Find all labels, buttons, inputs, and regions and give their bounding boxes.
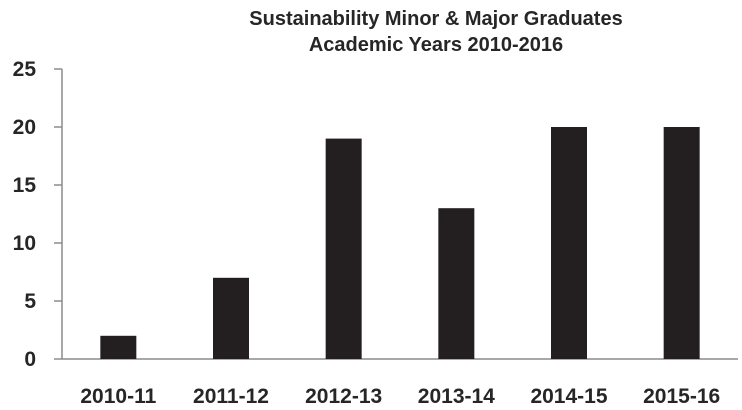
bars [100, 127, 700, 359]
y-axis: 0 5 10 15 20 25 [13, 58, 63, 371]
bar-2010-11 [100, 335, 137, 359]
x-axis: 2010-11 2011-12 2012-13 2013-14 2014-15 2015-… [62, 358, 738, 408]
x-category-label: 2014-15 [530, 385, 607, 408]
bar-2013-14 [438, 208, 475, 359]
bar-2014-15 [551, 127, 587, 359]
x-category-label: 2010-11 [80, 385, 156, 408]
x-category-label: 2011-12 [193, 385, 269, 408]
x-category-label: 2015-16 [643, 385, 720, 408]
y-tick-label: 5 [24, 290, 36, 313]
y-tick-label: 0 [24, 348, 36, 371]
chart-title-line-1: Sustainability Minor & Major Graduates [249, 8, 622, 30]
y-tick-label: 15 [13, 174, 37, 197]
y-tick-label: 20 [13, 116, 36, 139]
chart-title-line-2: Academic Years 2010-2016 [309, 34, 563, 56]
x-category-label: 2013-14 [418, 385, 495, 408]
bar-2012-13 [325, 138, 362, 359]
y-tick-label: 25 [13, 58, 37, 81]
bar-2015-16 [663, 127, 700, 359]
y-tick-label: 10 [13, 232, 36, 255]
bar-2011-12 [213, 277, 249, 359]
x-category-label: 2012-13 [305, 385, 382, 408]
chart-title: Sustainability Minor & Major Graduates A… [249, 8, 622, 56]
